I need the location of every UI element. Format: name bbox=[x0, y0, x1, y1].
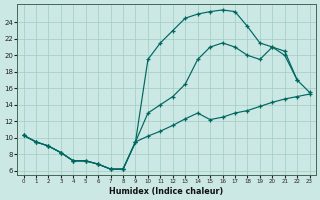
X-axis label: Humidex (Indice chaleur): Humidex (Indice chaleur) bbox=[109, 187, 224, 196]
